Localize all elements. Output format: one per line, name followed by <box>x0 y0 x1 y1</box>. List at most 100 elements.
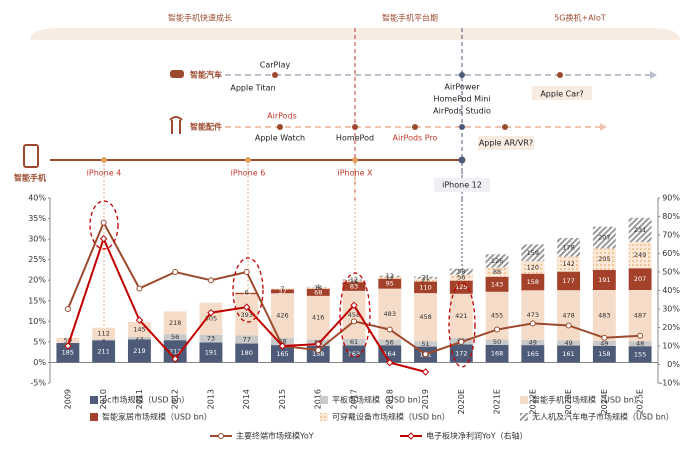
event: CarPlay <box>260 61 291 70</box>
bar-segment <box>521 345 545 363</box>
bar-segment <box>521 273 545 291</box>
value-label: 142 <box>562 260 574 268</box>
bar-segment <box>342 279 366 281</box>
bar-segment <box>521 261 545 274</box>
line-marker <box>100 219 107 226</box>
legend-label: 智能手机市场规模（USD bn） <box>532 395 642 405</box>
value-label: 163 <box>348 350 360 358</box>
event: iPhone X <box>337 169 373 178</box>
y-tick-label: 15% <box>28 296 46 305</box>
line-marker <box>207 308 215 317</box>
value-label: 12 <box>350 276 358 284</box>
event: Apple Watch <box>255 134 305 143</box>
bar-segment <box>92 327 116 340</box>
value-label: 68 <box>278 338 286 346</box>
line-marker <box>243 269 250 275</box>
bar-segment <box>199 342 223 363</box>
bar-segment <box>592 226 616 249</box>
x-tick-label: 2018 <box>385 389 394 409</box>
legend-swatch <box>90 413 98 421</box>
row-label: 智能配件 <box>190 122 222 132</box>
bar-segment <box>306 288 330 296</box>
value-label: 180 <box>240 349 252 357</box>
plot: -5% 0% 5% 10% 15% 20% 25% 30% 35% 40% -10% 0% 10% 20%… <box>28 194 680 441</box>
value-label: 158 <box>312 350 324 358</box>
value-label: 159 <box>527 249 539 257</box>
bar-segment <box>235 343 259 363</box>
line-marker <box>171 355 179 363</box>
x-tick-label: 2015 <box>278 389 287 409</box>
legend-label: 无人机及汽车电子市场规模（USD bn） <box>532 412 674 422</box>
line-marker <box>565 322 572 329</box>
y2-tick-label: 50% <box>662 268 680 277</box>
value-label: 13 <box>243 290 251 298</box>
bar-segment <box>628 242 652 269</box>
value-label: 155 <box>634 350 646 358</box>
line-marker <box>421 368 430 376</box>
value-label: 56 <box>457 274 465 282</box>
event: iPhone 12 <box>442 181 482 190</box>
x-tick-label: 2021E <box>493 389 502 414</box>
bar-segment <box>163 311 187 335</box>
bar-segment <box>127 337 151 340</box>
value-label: 48 <box>636 340 644 348</box>
bar-segment <box>414 278 437 282</box>
value-label: 110 <box>419 283 431 291</box>
value-label: 185 <box>62 349 74 357</box>
bar-segment <box>235 292 259 293</box>
bar-segment <box>342 338 366 346</box>
bar-segment <box>628 346 652 363</box>
bar-segment <box>449 344 473 363</box>
value-label: 68 <box>314 288 322 296</box>
bar-segment <box>271 293 294 338</box>
event-box <box>532 86 592 100</box>
bar-segment <box>414 341 437 347</box>
bar-segment <box>557 345 581 363</box>
line-marker <box>99 234 108 243</box>
y-tick-label: 0% <box>33 358 46 367</box>
value-label: 23 <box>135 334 143 342</box>
value-label: 21 <box>421 274 429 282</box>
bar-segment <box>449 293 473 338</box>
bar-segment <box>163 334 187 341</box>
value-label: 56 <box>171 333 179 341</box>
value-label: 8 <box>102 336 106 344</box>
bar-segment <box>628 289 652 342</box>
value-label: 416 <box>312 314 324 322</box>
bar-segment <box>271 345 294 363</box>
bar-segment <box>557 340 581 346</box>
bar-segment <box>378 339 402 346</box>
value-label: 73 <box>207 335 215 343</box>
x-tick-label: 2009 <box>63 389 72 409</box>
value-label: 58 <box>457 268 465 276</box>
bar-segment <box>199 334 223 343</box>
value-label: 473 <box>527 311 539 319</box>
bar-segment <box>592 248 616 270</box>
event: Apple Titan <box>230 84 275 93</box>
bar-segment <box>92 340 116 363</box>
legend-swatch <box>320 413 328 421</box>
value-label: 487 <box>634 312 646 320</box>
bar-segment <box>378 345 402 363</box>
line-marker <box>315 347 322 354</box>
legend-label: pc市场规模（USD bn） <box>102 395 189 405</box>
bar-segment <box>557 256 581 272</box>
legend-swatch <box>320 396 328 404</box>
line-marker <box>422 351 429 358</box>
line-marker <box>314 340 322 348</box>
bar-segment <box>271 288 294 290</box>
row-label: 智能汽车 <box>190 70 222 80</box>
event: HomePod <box>336 134 374 143</box>
y2-tick-label: 60% <box>662 249 680 258</box>
line-marker <box>242 303 251 311</box>
event: HomePod Mini <box>433 95 490 104</box>
event: Apple AR/VR? <box>479 139 533 148</box>
bar-segment <box>414 276 437 279</box>
event: AirPods Studio <box>433 107 491 116</box>
value-label: 158 <box>527 278 539 286</box>
value-label: 51 <box>421 340 429 348</box>
bar-segment <box>521 244 545 262</box>
event: AirPower <box>444 83 480 92</box>
legend-swatch <box>520 396 528 404</box>
value-label: 49 <box>564 339 572 347</box>
